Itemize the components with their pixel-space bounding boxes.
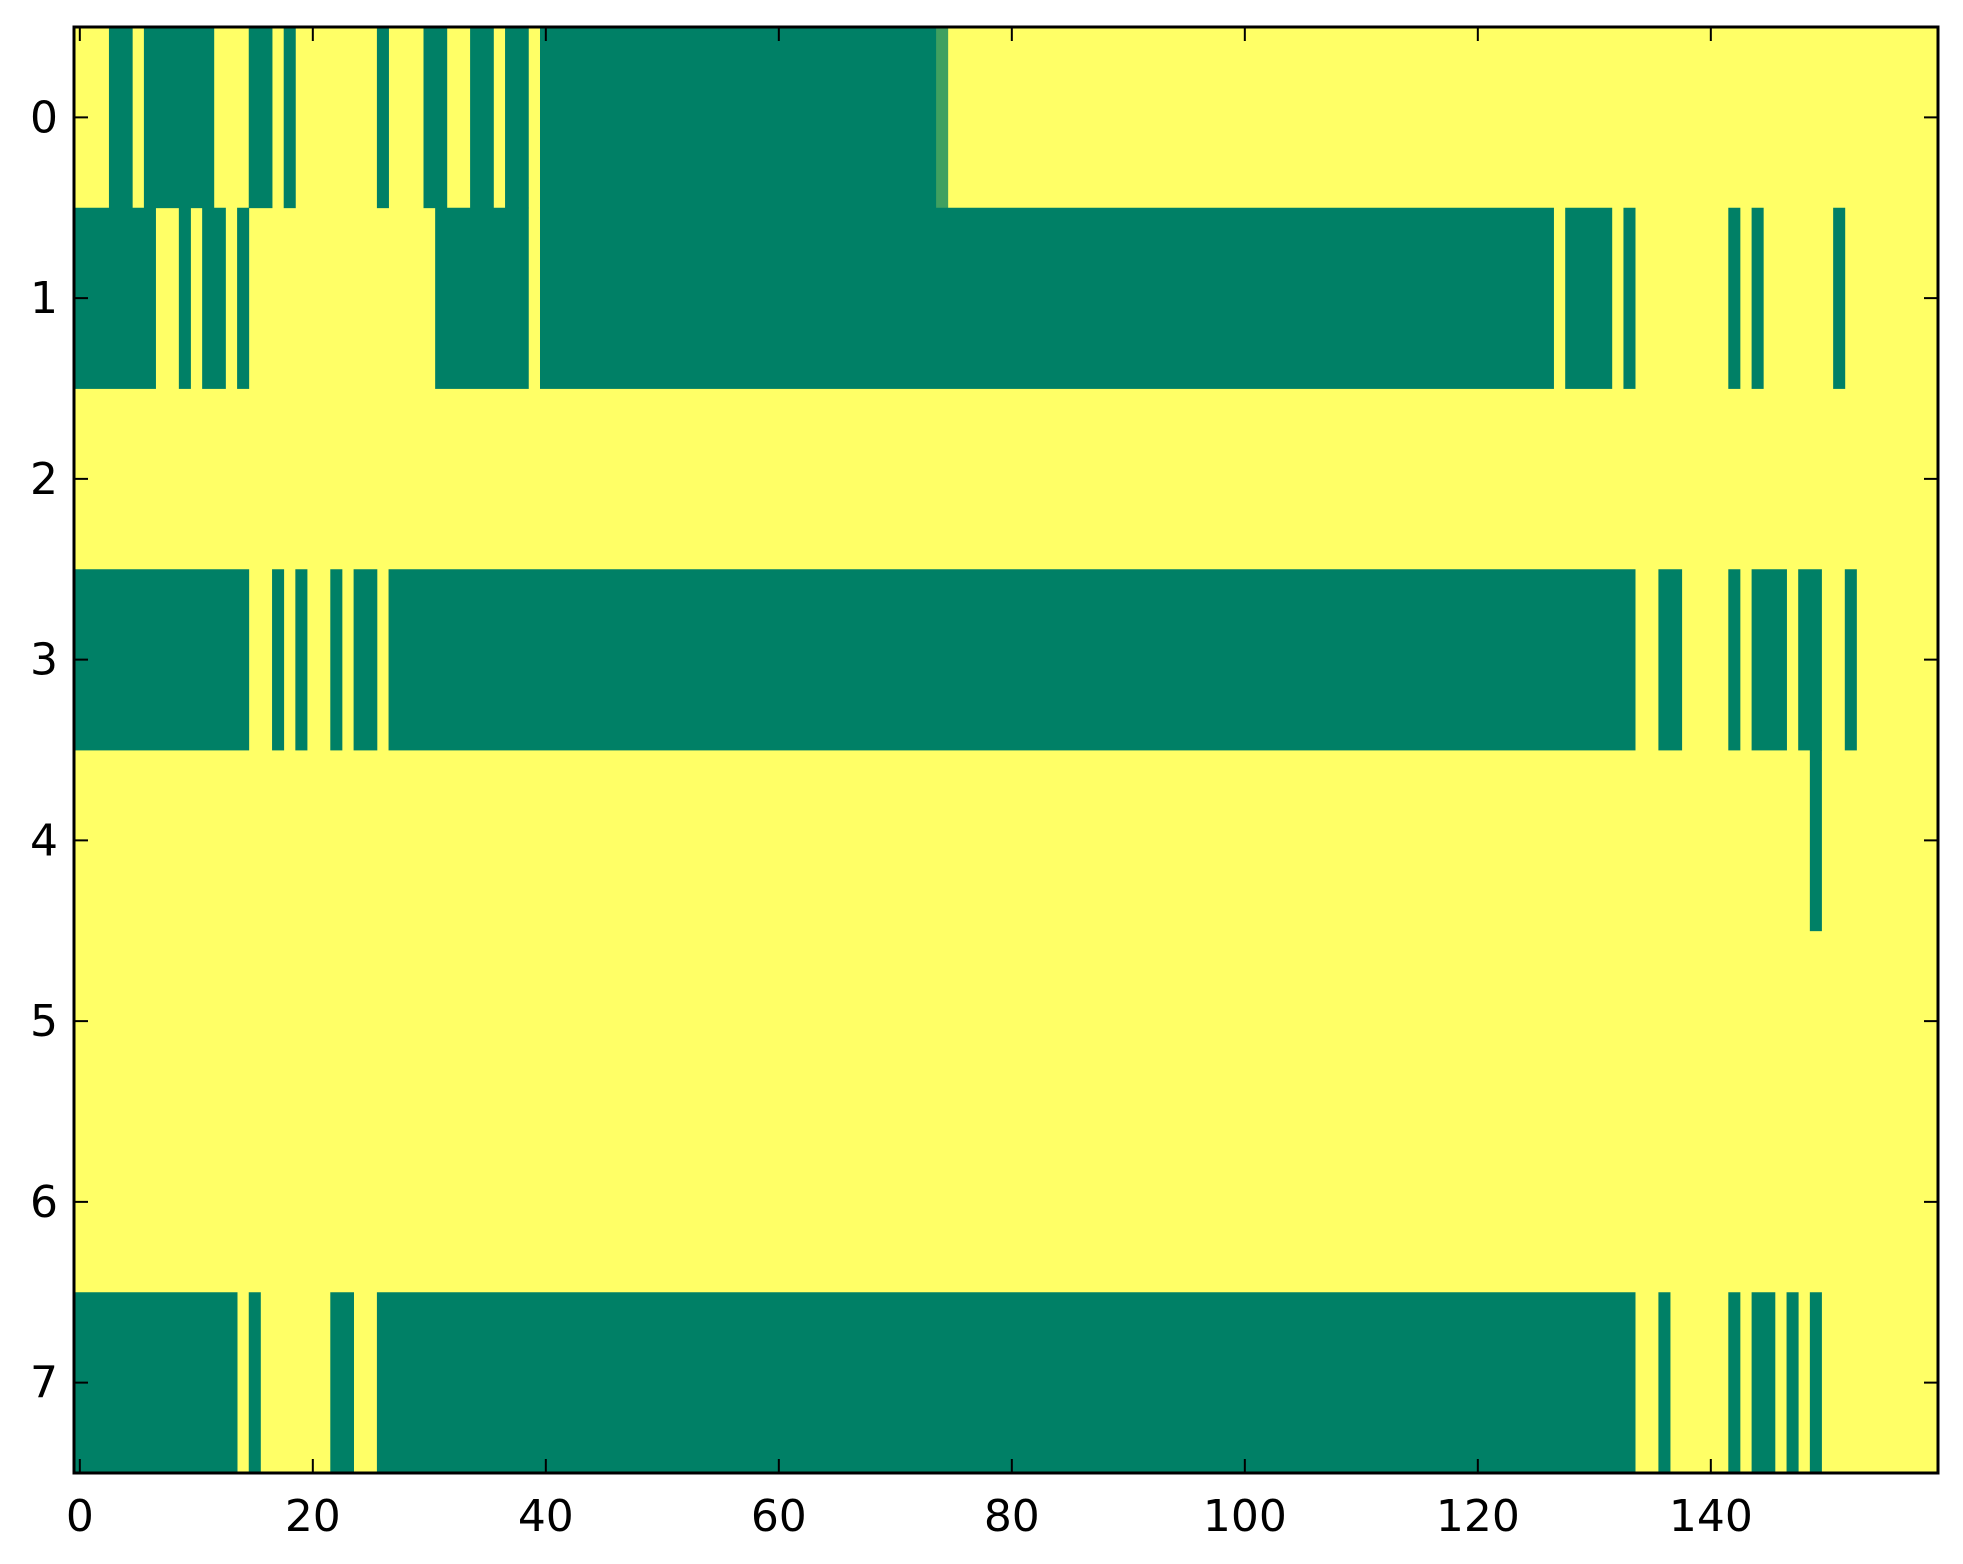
heatmap-cell xyxy=(353,569,378,751)
heatmap-cell xyxy=(1751,569,1787,751)
heatmap-cell xyxy=(1658,569,1683,751)
heatmap-cell xyxy=(178,207,191,389)
heatmap-cell xyxy=(1751,1292,1776,1474)
heatmap-cell xyxy=(1786,1292,1799,1474)
x-tick-label: 40 xyxy=(518,1491,574,1542)
heatmap-cell xyxy=(540,27,937,209)
heatmap-cell xyxy=(74,1292,238,1474)
heatmap-cell xyxy=(283,27,296,209)
x-tick-label: 60 xyxy=(751,1491,807,1542)
heatmap-cell xyxy=(1728,207,1741,389)
heatmap-cell xyxy=(540,207,1554,389)
heatmap-cell xyxy=(1833,207,1846,389)
heatmap-cell xyxy=(248,1292,261,1474)
heatmap-cell xyxy=(295,569,308,751)
heatmap-cell xyxy=(1809,750,1822,932)
heatmap-cell xyxy=(435,207,529,389)
axis-ticks xyxy=(74,27,1938,1473)
y-tick-label: 4 xyxy=(30,815,58,866)
heatmap-cell xyxy=(936,27,949,209)
heatmap-cell xyxy=(272,569,285,751)
heatmap-cell xyxy=(1798,569,1822,751)
y-tick-labels: 0 1 2 3 4 5 6 7 xyxy=(30,92,58,1408)
x-tick-label: 20 xyxy=(285,1491,341,1542)
x-tick-label: 140 xyxy=(1669,1491,1753,1542)
heatmap-cell xyxy=(1809,1292,1822,1474)
y-tick-label: 3 xyxy=(30,635,58,686)
y-tick-label: 7 xyxy=(30,1358,58,1409)
heatmap-cell xyxy=(202,207,226,389)
y-tick-label: 0 xyxy=(30,92,58,143)
x-tick-label: 80 xyxy=(984,1491,1040,1542)
heatmap-cell xyxy=(330,569,343,751)
heatmap-cell xyxy=(143,27,215,209)
heatmap-cell xyxy=(1844,569,1857,751)
x-tick-label: 120 xyxy=(1436,1491,1520,1542)
heatmap-cell xyxy=(376,27,389,209)
heatmap-cell xyxy=(1623,207,1636,389)
heatmap-cell xyxy=(248,27,273,209)
heatmap-cell xyxy=(423,27,448,209)
plot-frame xyxy=(72,25,1940,1475)
x-tick-labels: 0 20 40 60 80 100 120 140 xyxy=(66,1491,1753,1542)
heatmap-cell xyxy=(376,1292,1636,1474)
heatmap-cell xyxy=(470,27,494,209)
heatmap-cell xyxy=(237,207,250,389)
heatmap-cell xyxy=(1658,1292,1671,1474)
heatmap-cell xyxy=(1751,207,1764,389)
y-tick-label: 2 xyxy=(30,454,58,505)
heatmap-cell xyxy=(505,27,529,209)
heatmap-cell xyxy=(108,27,133,209)
heatmap-cell xyxy=(330,1292,354,1474)
heatmap-cell xyxy=(1728,569,1741,751)
x-tick-label: 100 xyxy=(1203,1491,1287,1542)
x-tick-label: 0 xyxy=(66,1491,94,1542)
y-tick-label: 5 xyxy=(30,996,58,1047)
y-tick-label: 6 xyxy=(30,1177,58,1228)
heatmap-cell xyxy=(1565,207,1613,389)
heatmap-cell xyxy=(74,569,250,751)
y-tick-label: 1 xyxy=(30,273,58,324)
heatmap-cell xyxy=(1728,1292,1741,1474)
heatmap-cells xyxy=(74,27,1938,1474)
heatmap-cell xyxy=(388,569,1636,751)
